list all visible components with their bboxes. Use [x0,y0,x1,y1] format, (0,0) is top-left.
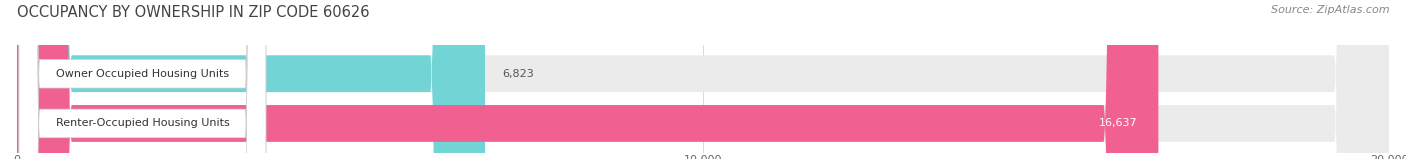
Text: Renter-Occupied Housing Units: Renter-Occupied Housing Units [56,118,229,128]
Text: 6,823: 6,823 [502,69,534,79]
Text: OCCUPANCY BY OWNERSHIP IN ZIP CODE 60626: OCCUPANCY BY OWNERSHIP IN ZIP CODE 60626 [17,5,370,20]
FancyBboxPatch shape [17,0,1389,159]
Text: Source: ZipAtlas.com: Source: ZipAtlas.com [1271,5,1389,15]
FancyBboxPatch shape [17,0,485,159]
FancyBboxPatch shape [18,0,266,159]
FancyBboxPatch shape [17,0,1159,159]
FancyBboxPatch shape [18,0,266,159]
Text: Owner Occupied Housing Units: Owner Occupied Housing Units [56,69,229,79]
FancyBboxPatch shape [17,0,1389,159]
Text: 16,637: 16,637 [1099,118,1137,128]
